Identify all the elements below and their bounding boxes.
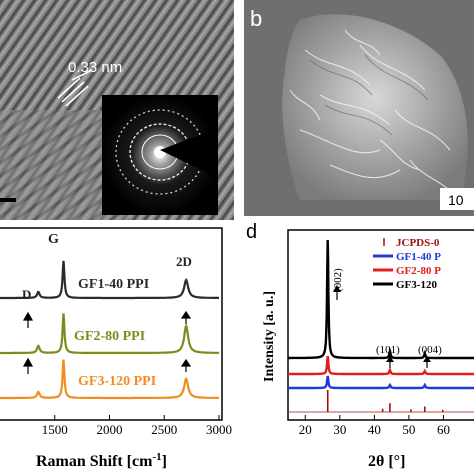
xrd-series-group bbox=[288, 239, 474, 413]
raman-series-label-gf2: GF2-80 PPI bbox=[74, 329, 145, 344]
raman-ticks: 1500 2000 2500 3000 bbox=[42, 415, 232, 437]
xrd-series-line-2 bbox=[288, 355, 474, 376]
raman-arrows bbox=[22, 310, 192, 374]
raman-peak-label-D: D bbox=[22, 287, 31, 302]
saed-inset bbox=[102, 95, 218, 215]
raman-x-axis-title: Raman Shift [cm-1] bbox=[36, 451, 167, 470]
panel-d-xrd-chart: d 20 30 40 50 60 JCPDS-0 GF1-40 P GF2-80 P G… bbox=[246, 221, 474, 470]
raman-plot-frame bbox=[0, 227, 223, 421]
scale-bar bbox=[0, 198, 16, 202]
panel-c-raman-chart: 1500 2000 2500 3000 D G 2D GF1-40 PPI GF2-8… bbox=[0, 227, 232, 470]
xrd-series-line-1 bbox=[288, 375, 474, 390]
xrd-plot-frame bbox=[287, 229, 474, 421]
raman-peak-label-G: G bbox=[48, 232, 59, 247]
lattice-spacing-marker bbox=[57, 69, 93, 107]
xrd-legend: JCPDS-0 GF1-40 P GF2-80 P GF3-120 bbox=[373, 237, 441, 291]
panel-b-letter: b bbox=[250, 6, 262, 31]
xrd-x-axis-title: 2θ [°] bbox=[368, 453, 405, 470]
xrd-peak-annotations: (002) (101) (004) bbox=[332, 268, 442, 368]
xrd-x-tick-label: 50 bbox=[402, 422, 415, 437]
lattice-spacing-label: 0.33 nm bbox=[68, 59, 122, 76]
raman-series-line-1 bbox=[0, 260, 219, 300]
sem-scale-label: 10 bbox=[448, 192, 464, 208]
raman-x-tick-label: 2500 bbox=[151, 422, 177, 437]
xrd-peak-label-004: (004) bbox=[418, 344, 442, 356]
panel-a-tem-image: 0.33 nm bbox=[0, 0, 234, 220]
raman-x-tick-label: 2000 bbox=[97, 422, 123, 437]
xrd-y-axis-title: Intensity [a. u.] bbox=[262, 291, 277, 382]
xrd-peak-label-002: (002) bbox=[332, 268, 344, 292]
raman-x-tick-label: 3000 bbox=[206, 422, 232, 437]
panel-d-letter: d bbox=[246, 221, 257, 243]
raman-series-line-2 bbox=[0, 313, 220, 355]
xrd-x-tick-label: 40 bbox=[368, 422, 381, 437]
xrd-legend-jcpds: JCPDS-0 bbox=[396, 237, 440, 249]
xrd-x-tick-label: 20 bbox=[299, 422, 312, 437]
xrd-x-tick-label: 60 bbox=[437, 422, 450, 437]
xrd-ticks: 20 30 40 50 60 bbox=[299, 415, 450, 437]
xrd-legend-gf1: GF1-40 P bbox=[396, 251, 441, 263]
raman-series-label-gf1: GF1-40 PPI bbox=[78, 277, 149, 292]
sem-scale-box bbox=[440, 188, 474, 210]
raman-series-line-3 bbox=[0, 359, 219, 400]
raman-series-label-gf3: GF3-120 PPI bbox=[78, 374, 156, 389]
raman-series-group bbox=[0, 260, 220, 400]
xrd-legend-gf2: GF2-80 P bbox=[396, 265, 441, 277]
beam-stop bbox=[160, 128, 218, 178]
panel-b-sem-image: b 10 bbox=[244, 0, 474, 216]
raman-peak-label-2D: 2D bbox=[176, 254, 192, 269]
raman-x-tick-label: 1500 bbox=[42, 422, 68, 437]
xrd-x-tick-label: 30 bbox=[333, 422, 346, 437]
xrd-legend-gf3: GF3-120 bbox=[396, 279, 437, 291]
xrd-peak-label-101: (101) bbox=[376, 344, 400, 356]
graphene-wrinkles bbox=[289, 29, 456, 196]
xrd-series-line-3 bbox=[288, 239, 474, 360]
